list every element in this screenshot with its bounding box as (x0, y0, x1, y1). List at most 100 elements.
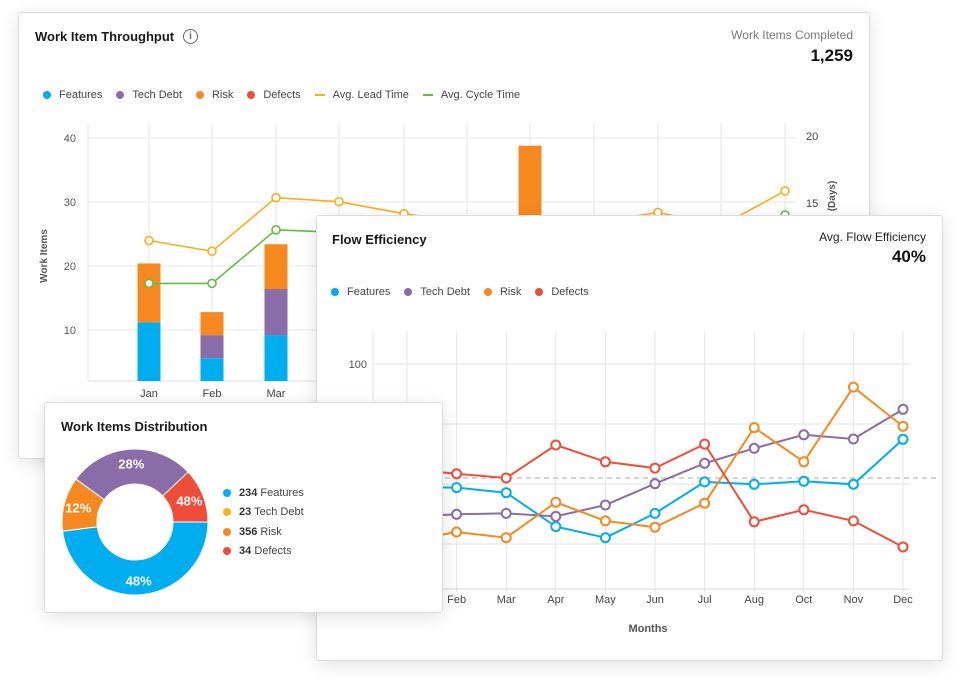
x-tick-label: Jun (646, 594, 664, 606)
line-swatch-icon (314, 94, 325, 96)
donut-slice-features (62, 521, 209, 596)
line-point (748, 442, 760, 454)
donut-slice-label: 48% (126, 573, 152, 588)
x-tick-label: Apr (547, 594, 564, 606)
line-point (798, 429, 810, 441)
y-tick-label: 30 (64, 197, 76, 209)
bar-risk (137, 263, 161, 323)
legend-count: 34 (239, 545, 252, 558)
legend-label: Defects (254, 545, 292, 558)
distribution-title: Work Items Distribution (61, 419, 208, 434)
line-point (207, 278, 217, 289)
donut-slice-label: 12% (65, 500, 91, 515)
legend-label: Avg. Cycle Time (440, 89, 521, 101)
x-tick-label: Feb (447, 594, 466, 606)
legend-item[interactable]: Features (331, 286, 390, 298)
line-point (897, 420, 909, 432)
line-point (897, 403, 909, 415)
dot-swatch-icon (483, 288, 492, 296)
legend-count: 356 (239, 525, 258, 538)
legend-item[interactable]: 23 Tech Debt (223, 503, 304, 523)
donut-slice-defects (161, 471, 209, 523)
legend-item[interactable]: Defects (247, 89, 301, 101)
work-items-completed-label: Work Items Completed (731, 28, 853, 42)
legend-label: Tech Debt (254, 506, 304, 519)
line-point (451, 526, 463, 538)
legend-item[interactable]: 234 Features (223, 483, 304, 503)
throughput-title: Work Item Throughput (35, 29, 175, 44)
x-tick-label: Mar (267, 388, 286, 400)
dot-swatch-icon (331, 288, 339, 296)
y-tick-label: 100 (349, 359, 367, 371)
line-point (550, 510, 562, 522)
y2-tick-label: 15 (806, 198, 818, 210)
line-point (451, 482, 463, 494)
x-tick-label: Jan (140, 388, 158, 400)
flow-legend: Features Tech Debt Risk Defects (331, 286, 589, 298)
dot-swatch-icon (404, 288, 413, 296)
legend-item[interactable]: Tech Debt (116, 89, 182, 101)
x-tick-label: May (595, 594, 616, 606)
bar-features (264, 335, 288, 381)
legend-item[interactable]: Features (43, 89, 102, 101)
y2-tick-label: 20 (806, 131, 818, 143)
donut-slice-label: 28% (118, 457, 144, 472)
legend-item[interactable]: Avg. Cycle Time (422, 89, 521, 101)
line-point (798, 475, 810, 487)
legend-item[interactable]: 356 Risk (223, 522, 304, 542)
legend-label: Tech Debt (132, 89, 182, 101)
line-point (897, 541, 909, 553)
bar-features (137, 322, 161, 381)
line-point (599, 499, 611, 511)
line-point (798, 456, 810, 468)
x-tick-label: Feb (203, 388, 222, 400)
legend-label: Features (260, 486, 304, 499)
info-circle-icon[interactable]: i (183, 29, 198, 44)
line-point (451, 508, 463, 520)
legend-label: Risk (499, 286, 522, 298)
legend-label: Defects (551, 286, 589, 298)
distribution-card: 48% 12% 28% 48% Work Items Distribution 234… (44, 402, 443, 613)
legend-item[interactable]: Tech Debt (404, 286, 470, 298)
x-tick-label: Aug (744, 594, 764, 606)
line-point (748, 516, 760, 528)
legend-item[interactable]: 34 Defects (223, 542, 304, 562)
line-point (144, 235, 154, 246)
line-point (649, 478, 661, 490)
bar-features (200, 358, 224, 381)
dot-swatch-icon (535, 288, 544, 296)
x-tick-label: Oct (795, 594, 812, 606)
legend-item[interactable]: Defects (535, 286, 589, 298)
dot-swatch-icon (43, 91, 51, 99)
line-point (649, 507, 661, 519)
dot-swatch-icon (116, 91, 125, 99)
legend-count: 234 (239, 486, 258, 499)
distribution-donut: 48% 12% 28% 48% (61, 448, 209, 596)
legend-label: Risk (211, 89, 234, 101)
line-point (599, 456, 611, 468)
line-point (748, 422, 760, 434)
donut-slice-tech-debt (75, 448, 189, 501)
line-point (144, 278, 154, 289)
legend-count: 23 (239, 506, 252, 519)
legend-item[interactable]: Risk (483, 286, 522, 298)
y-tick-label: 10 (64, 325, 76, 337)
line-point (500, 532, 512, 544)
y-tick-label: 20 (64, 261, 76, 273)
line-point (550, 439, 562, 451)
dot-swatch-icon (223, 508, 231, 517)
line-point (699, 476, 711, 488)
avg-flow-efficiency-value: 40% (891, 247, 926, 266)
dot-swatch-icon (195, 91, 204, 99)
line-point (271, 225, 281, 235)
bar-risk (200, 312, 224, 336)
line-point (847, 515, 859, 527)
dot-swatch-icon (247, 91, 256, 99)
legend-label: Features (347, 286, 391, 298)
line-point (550, 521, 562, 533)
line-point (500, 472, 512, 484)
line-point (847, 433, 859, 445)
work-items-completed-value: 1,259 (810, 46, 853, 65)
legend-item[interactable]: Avg. Lead Time (314, 89, 409, 101)
legend-item[interactable]: Risk (195, 89, 234, 101)
